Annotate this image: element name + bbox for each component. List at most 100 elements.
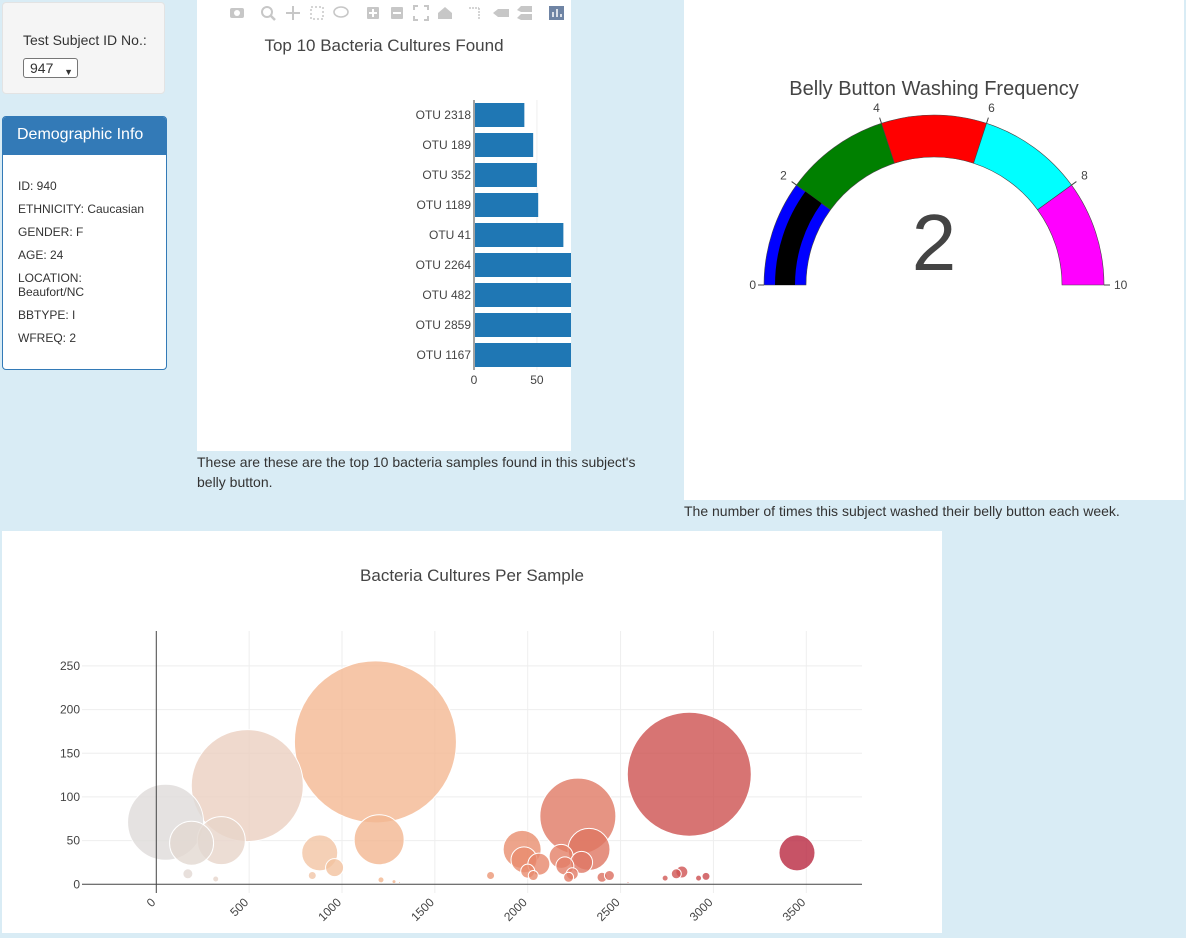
- bubble-point[interactable]: [702, 872, 710, 880]
- zoom-icon[interactable]: [262, 7, 275, 20]
- bar-otu-2318[interactable]: [475, 103, 524, 127]
- pan-icon[interactable]: [286, 6, 300, 20]
- bar-otu-41[interactable]: [475, 223, 563, 247]
- gauge-tick: [987, 118, 989, 124]
- bubble-point[interactable]: [392, 880, 396, 884]
- box-select-icon[interactable]: [311, 7, 323, 19]
- bar-otu-1167[interactable]: [475, 343, 571, 367]
- demographic-line: BBTYPE: I: [18, 308, 166, 322]
- bar-chart-caption: These are these are the top 10 bacteria …: [197, 452, 657, 492]
- reset-axes-icon[interactable]: [438, 7, 452, 19]
- bar-otu-352[interactable]: [475, 163, 537, 187]
- camera-icon[interactable]: [230, 8, 244, 18]
- subject-selector-label: Test Subject ID No.:: [23, 32, 147, 48]
- bubble-y-tick-label: 100: [60, 790, 80, 804]
- bar-category-label: OTU 2264: [416, 258, 472, 272]
- bubble-x-tick-label: 2500: [594, 895, 623, 924]
- bar-category-label: OTU 1167: [417, 348, 472, 362]
- gauge-tick-label: 10: [1114, 278, 1128, 292]
- bubble-point[interactable]: [528, 871, 538, 881]
- gauge-chart: Belly Button Washing Frequency 0 2 4 6 8 10 2: [684, 0, 1184, 500]
- bubble-point[interactable]: [671, 869, 681, 879]
- bubble-y-tick-label: 0: [73, 877, 80, 891]
- bubble-point[interactable]: [170, 821, 214, 865]
- pan-shape: [286, 6, 300, 20]
- bubble-y-tick-label: 150: [60, 746, 80, 760]
- demographic-line: AGE: 24: [18, 248, 166, 262]
- bar-otu-189[interactable]: [475, 133, 533, 157]
- bubble-x-tick-label: 1000: [315, 895, 344, 924]
- bubble-x-tick-label: 1500: [408, 895, 437, 924]
- lasso-loop: [334, 7, 348, 17]
- gauge-tick-label: 6: [988, 101, 995, 115]
- bubble-point[interactable]: [326, 859, 344, 877]
- bar-category-label: OTU 2859: [416, 318, 472, 332]
- bubble-point[interactable]: [308, 872, 316, 880]
- hover-compare-icon[interactable]: [517, 6, 532, 20]
- bar-chart: Top 10 Bacteria Cultures Found OTU 2318 O…: [197, 0, 571, 451]
- demographic-heading: Demographic Info: [3, 117, 166, 155]
- bubble-point[interactable]: [604, 871, 614, 881]
- gauge-tick-label: 0: [749, 278, 756, 292]
- bubble-point[interactable]: [627, 712, 751, 836]
- demographic-line: ETHNICITY: Caucasian: [18, 202, 166, 216]
- subject-id-select[interactable]: 947 ▼: [23, 58, 78, 78]
- zoom-handle: [271, 16, 275, 20]
- bubble-point[interactable]: [779, 835, 815, 871]
- home-shape: [438, 7, 452, 19]
- box-select-shape: [311, 7, 323, 19]
- plotly-logo-icon[interactable]: [549, 6, 564, 20]
- bubble-point[interactable]: [696, 875, 702, 881]
- gauge-tick-label: 2: [780, 169, 787, 183]
- spike-lines-icon[interactable]: [469, 8, 479, 20]
- demographic-line: LOCATION: Beaufort/NC: [18, 271, 98, 299]
- bar-chart-panel: Top 10 Bacteria Cultures Found OTU 2318 O…: [197, 0, 571, 451]
- bubble-point[interactable]: [662, 875, 668, 881]
- chevron-down-icon: ▼: [64, 63, 73, 81]
- spike-shape: [469, 8, 479, 20]
- gauge-caption: The number of times this subject washed …: [684, 501, 1184, 521]
- bubble-point[interactable]: [487, 872, 495, 880]
- bubble-point[interactable]: [183, 869, 193, 879]
- gauge-tick: [880, 118, 882, 124]
- demographic-body: ID: 940 ETHNICITY: Caucasian GENDER: F A…: [3, 155, 166, 345]
- gauge-tick: [1072, 182, 1077, 186]
- zoom-out-icon[interactable]: [391, 7, 403, 19]
- bubble-point[interactable]: [213, 876, 219, 882]
- bar-category-label: OTU 482: [422, 288, 471, 302]
- subject-selector-panel: Test Subject ID No.: 947 ▼: [2, 2, 165, 94]
- bar-category-label: OTU 352: [422, 168, 471, 182]
- autoscale-shape: [414, 6, 428, 20]
- bubble-chart-panel: Bacteria Cultures Per Sample 0 500 1000 150…: [2, 531, 942, 933]
- bubble-x-tick-label: 2000: [501, 895, 530, 924]
- bubble-chart-title: Bacteria Cultures Per Sample: [360, 566, 584, 585]
- bubble-point[interactable]: [627, 882, 629, 884]
- bubble-point[interactable]: [399, 882, 401, 884]
- lasso-icon[interactable]: [334, 7, 348, 17]
- bar-category-label: OTU 2318: [416, 108, 472, 122]
- bar-otu-2264[interactable]: [475, 253, 571, 277]
- gauge-step-2: [881, 115, 986, 163]
- bubble-chart: Bacteria Cultures Per Sample 0 500 1000 150…: [2, 531, 942, 933]
- bubble-y-tick-label: 250: [60, 659, 80, 673]
- modebar: [230, 6, 564, 20]
- bubble-x-tick-label: 500: [227, 895, 251, 919]
- gauge-tick-label: 4: [873, 101, 880, 115]
- demographic-line: ID: 940: [18, 179, 166, 193]
- bubble-point[interactable]: [294, 661, 456, 823]
- demographic-line: WFREQ: 2: [18, 331, 166, 345]
- gauge-panel: Belly Button Washing Frequency 0 2 4 6 8 10 2: [684, 0, 1184, 500]
- bubble-x-tick-label: 3500: [780, 895, 809, 924]
- autoscale-icon[interactable]: [414, 6, 428, 20]
- bar-otu-482[interactable]: [475, 283, 571, 307]
- bar-x-tick-label: 0: [471, 373, 478, 387]
- hover-closest-icon[interactable]: [493, 9, 509, 17]
- bar-otu-2859[interactable]: [475, 313, 571, 337]
- bubble-point[interactable]: [378, 877, 384, 883]
- bar-otu-1189[interactable]: [475, 193, 538, 217]
- bubble-point[interactable]: [564, 872, 574, 882]
- bar-x-tick-label: 50: [530, 373, 544, 387]
- bubble-point[interactable]: [354, 815, 404, 865]
- zoom-in-icon[interactable]: [367, 7, 379, 19]
- gauge-title: Belly Button Washing Frequency: [789, 78, 1078, 100]
